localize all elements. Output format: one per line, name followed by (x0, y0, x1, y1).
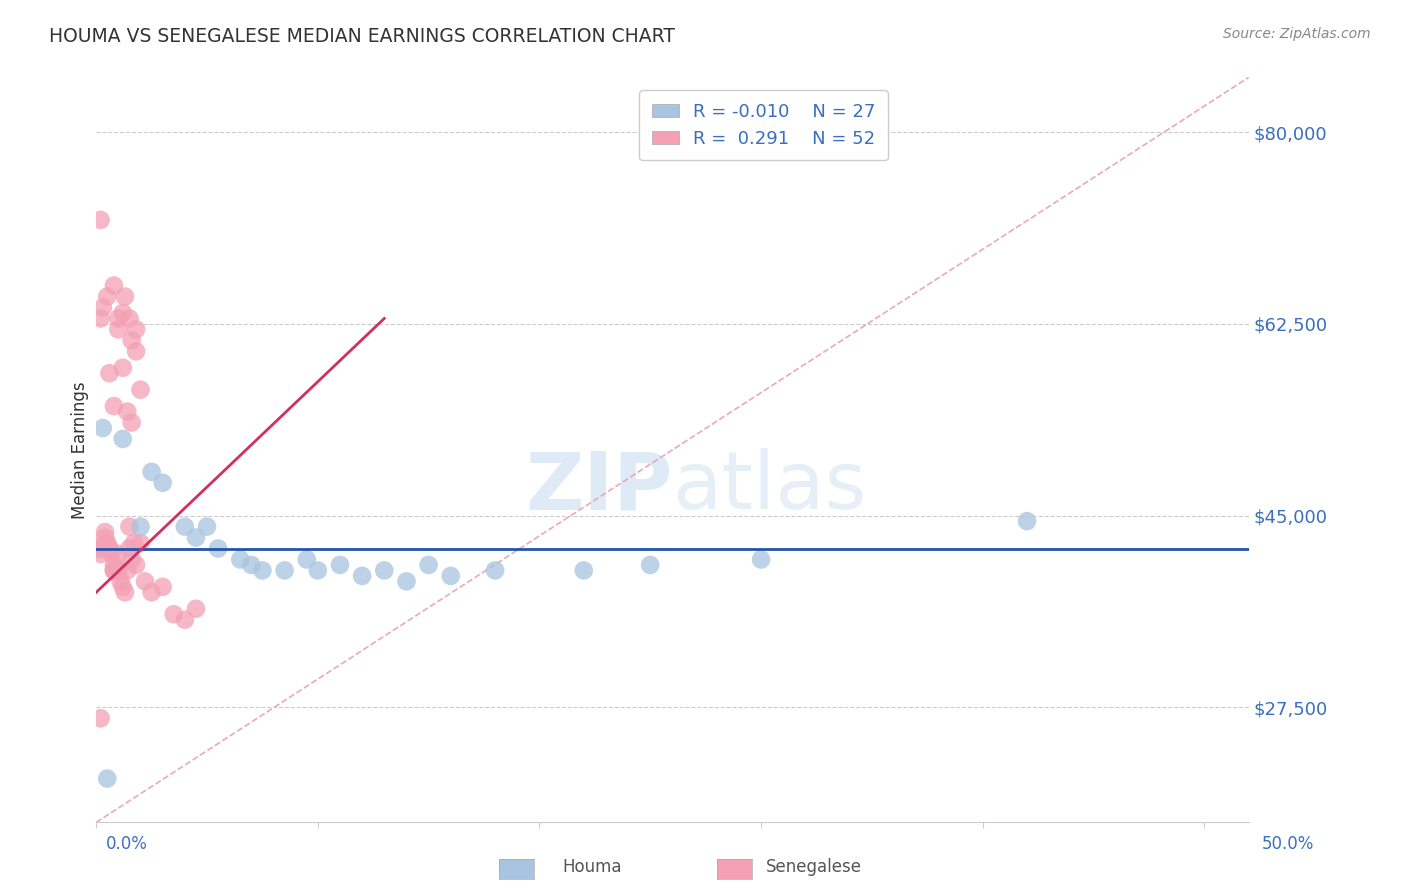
Point (184, 601, 207, 615)
Point (107, 563, 129, 577)
Point (103, 278, 125, 293)
Point (91, 301, 114, 315)
Point (307, 563, 329, 577)
Point (749, 552, 772, 566)
Point (103, 563, 125, 577)
Point (173, 519, 195, 533)
Text: 0.0%: 0.0% (105, 835, 148, 853)
Point (107, 547, 129, 561)
Text: atlas: atlas (672, 448, 866, 526)
Point (184, 531, 207, 545)
Text: ZIP: ZIP (526, 448, 672, 526)
Point (98, 366, 121, 380)
Point (207, 541, 229, 556)
Point (125, 322, 148, 336)
Point (118, 519, 141, 533)
Point (418, 558, 440, 572)
Point (329, 558, 352, 572)
Point (100, 547, 122, 561)
Point (129, 536, 152, 550)
Point (141, 585, 163, 599)
Point (98, 541, 121, 556)
Point (90, 541, 112, 556)
Point (111, 306, 134, 320)
Point (195, 519, 218, 533)
Point (98, 541, 121, 556)
Point (103, 399, 125, 413)
Point (115, 404, 138, 418)
Point (141, 465, 163, 479)
Point (111, 580, 134, 594)
Point (125, 558, 148, 572)
Point (121, 552, 143, 566)
Point (121, 334, 143, 348)
Point (122, 536, 145, 550)
Point (103, 563, 125, 577)
Point (638, 558, 661, 572)
Point (91, 421, 114, 435)
Point (129, 519, 152, 533)
Point (115, 563, 138, 577)
Point (94, 524, 117, 539)
Point (111, 360, 134, 375)
Point (91, 541, 114, 556)
Point (295, 552, 318, 566)
Y-axis label: Median Earnings: Median Earnings (72, 381, 89, 519)
Point (252, 563, 274, 577)
Point (118, 541, 141, 556)
Point (125, 344, 148, 359)
Text: Source: ZipAtlas.com: Source: ZipAtlas.com (1223, 27, 1371, 41)
Point (107, 311, 129, 326)
Point (110, 574, 132, 589)
Legend: R = -0.010    N = 27, R =  0.291    N = 52: R = -0.010 N = 27, R = 0.291 N = 52 (638, 90, 889, 161)
Point (163, 607, 186, 622)
Point (87, 541, 110, 556)
Point (240, 558, 263, 572)
Point (572, 563, 595, 577)
Point (90, 311, 112, 326)
Point (114, 289, 136, 303)
Point (107, 322, 129, 336)
Point (152, 475, 174, 490)
Point (96, 289, 118, 303)
Point (94, 531, 117, 545)
Point (395, 574, 418, 589)
Text: Senegalese: Senegalese (766, 858, 862, 876)
Point (173, 613, 195, 627)
Text: Houma: Houma (562, 858, 621, 876)
Point (90, 212, 112, 227)
Point (111, 432, 134, 446)
Point (1015, 514, 1038, 528)
Point (105, 563, 128, 577)
Point (103, 558, 125, 572)
Point (352, 569, 374, 583)
Point (373, 563, 395, 577)
Point (118, 311, 141, 326)
Point (96, 536, 118, 550)
Point (440, 569, 463, 583)
Point (121, 416, 143, 430)
Point (273, 563, 295, 577)
Point (484, 563, 506, 577)
Point (96, 772, 118, 786)
Point (229, 552, 252, 566)
Point (134, 574, 156, 589)
Text: HOUMA VS SENEGALESE MEDIAN EARNINGS CORRELATION CHART: HOUMA VS SENEGALESE MEDIAN EARNINGS CORR… (49, 27, 675, 45)
Point (90, 711, 112, 725)
Point (129, 383, 152, 397)
Text: 50.0%: 50.0% (1263, 835, 1315, 853)
Point (114, 585, 136, 599)
Point (152, 580, 174, 594)
Point (90, 547, 112, 561)
